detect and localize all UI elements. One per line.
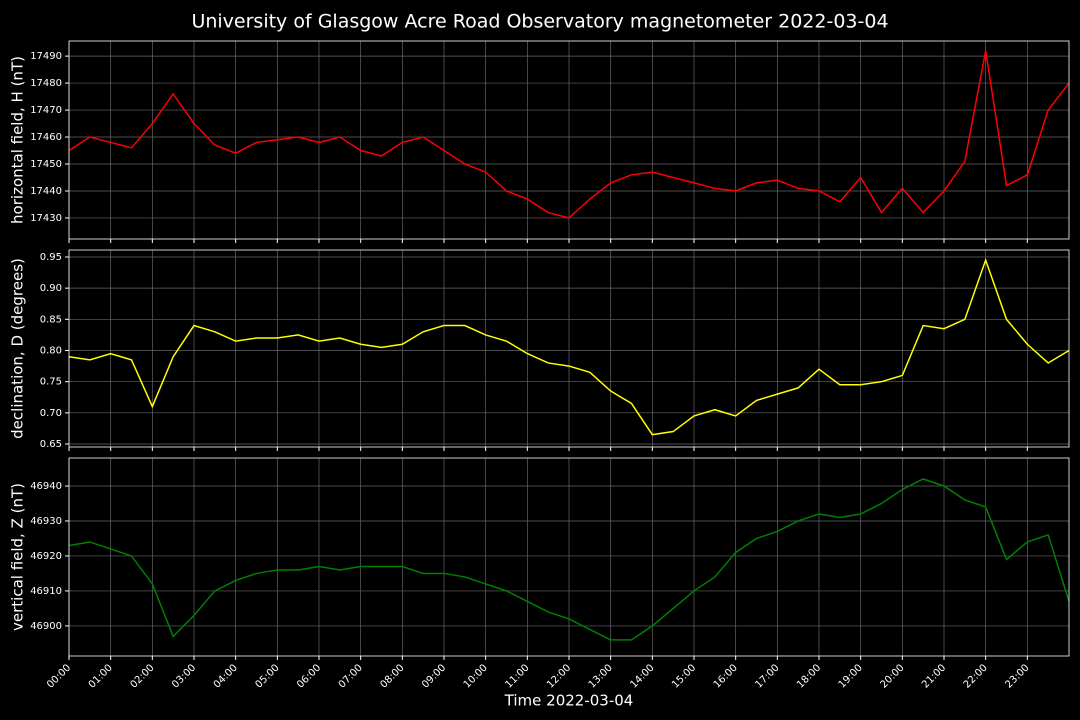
- x-tick-label: 22:00: [962, 662, 990, 690]
- x-tick-label: 00:00: [45, 662, 73, 690]
- y-tick-label: 0.75: [40, 377, 62, 388]
- y-tick-label: 17450: [30, 159, 62, 170]
- x-tick-label: 17:00: [753, 662, 781, 690]
- x-tick-label: 07:00: [337, 662, 365, 690]
- y-tick-label: 17480: [30, 78, 62, 89]
- y-tick-label: 0.85: [40, 314, 62, 325]
- x-axis-label: Time 2022-03-04: [504, 692, 634, 710]
- x-tick-label: 20:00: [878, 662, 906, 690]
- data-line: [68, 257, 1070, 436]
- y-tick-label: 0.65: [40, 439, 62, 450]
- x-tick-label: 06:00: [295, 662, 323, 690]
- x-tick-label: 02:00: [128, 662, 156, 690]
- x-tick-label: 08:00: [378, 662, 406, 690]
- data-line: [68, 50, 1070, 219]
- chart-title: University of Glasgow Acre Road Observat…: [191, 11, 888, 33]
- y-tick-label: 17470: [30, 105, 62, 116]
- x-tick-label: 21:00: [920, 662, 948, 690]
- x-tick-label: 04:00: [212, 662, 240, 690]
- x-tick-label: 01:00: [87, 662, 115, 690]
- plot-frame: [68, 457, 1070, 657]
- y-tick-label: 46930: [30, 516, 62, 527]
- y-tick-label: 46940: [30, 481, 62, 492]
- y-tick-label: 46910: [30, 586, 62, 597]
- data-line: [68, 478, 1070, 641]
- x-tick-label: 14:00: [628, 662, 656, 690]
- x-tick-label: 05:00: [253, 662, 281, 690]
- y-tick-label: 17430: [30, 213, 62, 224]
- x-tick-label: 12:00: [545, 662, 573, 690]
- x-tick-label: 09:00: [420, 662, 448, 690]
- y-tick-label: 0.80: [40, 345, 62, 356]
- x-tick-label: 19:00: [837, 662, 865, 690]
- y-tick-label: 46900: [30, 621, 62, 632]
- y-tick-label: 0.70: [40, 408, 62, 419]
- y-axis-label: vertical field, Z (nT): [9, 483, 27, 631]
- x-tick-label: 18:00: [795, 662, 823, 690]
- plot-frame: [68, 249, 1070, 448]
- x-tick-label: 15:00: [670, 662, 698, 690]
- y-tick-label: 0.95: [40, 252, 62, 263]
- x-tick-label: 10:00: [462, 662, 490, 690]
- y-tick-label: 17490: [30, 51, 62, 62]
- x-tick-label: 23:00: [1003, 662, 1031, 690]
- y-tick-label: 46920: [30, 551, 62, 562]
- y-axis-label: horizontal field, H (nT): [9, 56, 27, 224]
- x-tick-label: 03:00: [170, 662, 198, 690]
- x-tick-label: 16:00: [712, 662, 740, 690]
- y-axis-label: declination, D (degrees): [9, 258, 27, 439]
- y-tick-label: 0.90: [40, 283, 62, 294]
- x-tick-label: 13:00: [587, 662, 615, 690]
- y-tick-label: 17440: [30, 186, 62, 197]
- plot-frame: [68, 40, 1070, 240]
- y-tick-label: 17460: [30, 132, 62, 143]
- x-tick-label: 11:00: [503, 662, 531, 690]
